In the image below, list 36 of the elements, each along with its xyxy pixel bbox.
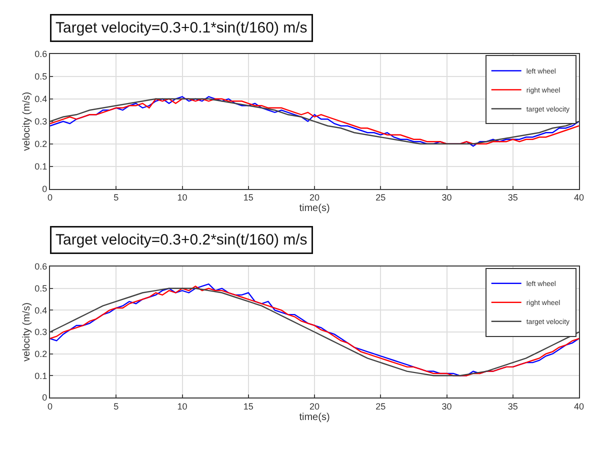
x-tick-label: 5 <box>114 401 119 412</box>
x-tick-label: 25 <box>376 192 386 203</box>
x-tick-label: 20 <box>309 192 320 203</box>
y-tick-label: 0.5 <box>34 72 48 82</box>
y-tick-label: 0.6 <box>34 262 48 272</box>
x-axis-title: time(s) <box>299 412 330 423</box>
x-tick-label: 15 <box>243 192 254 203</box>
x-tick-label: 40 <box>574 192 584 203</box>
y-tick-label: 0.3 <box>34 116 48 127</box>
x-tick-label: 20 <box>309 401 320 412</box>
x-tick-label: 10 <box>177 192 188 203</box>
x-tick-label: 15 <box>243 401 254 412</box>
y-tick-label: 0.3 <box>34 327 48 338</box>
y-tick-label: 0.5 <box>34 284 48 294</box>
y-tick-label: 0 <box>42 392 48 403</box>
chart-title: Target velocity=0.3+0.2*sin(t/160) m/s <box>56 232 308 248</box>
x-tick-label: 35 <box>508 401 518 412</box>
y-axis-title: velocity (m/s) <box>22 92 33 151</box>
x-axis-title: time(s) <box>299 203 330 214</box>
x-tick-label: 10 <box>177 401 188 412</box>
x-tick-label: 35 <box>508 192 518 203</box>
y-tick-label: 0.4 <box>34 305 48 316</box>
y-axis-title: velocity (m/s) <box>22 302 33 362</box>
y-tick-label: 0.1 <box>34 370 48 381</box>
y-tick-label: 0.2 <box>34 348 48 359</box>
x-tick-label: 30 <box>442 401 452 412</box>
chart-title: Target velocity=0.3+0.1*sin(t/160) m/s <box>56 20 308 36</box>
y-tick-label: 0 <box>42 184 48 194</box>
y-tick-label: 0.2 <box>34 139 48 150</box>
x-tick-label: 5 <box>114 192 119 203</box>
x-tick-label: 30 <box>442 192 452 203</box>
x-tick-label: 25 <box>376 401 386 412</box>
x-tick-label: 40 <box>574 401 584 412</box>
y-tick-label: 0.4 <box>34 94 48 104</box>
y-tick-label: 0.6 <box>34 49 48 60</box>
y-tick-label: 0.1 <box>34 162 48 172</box>
